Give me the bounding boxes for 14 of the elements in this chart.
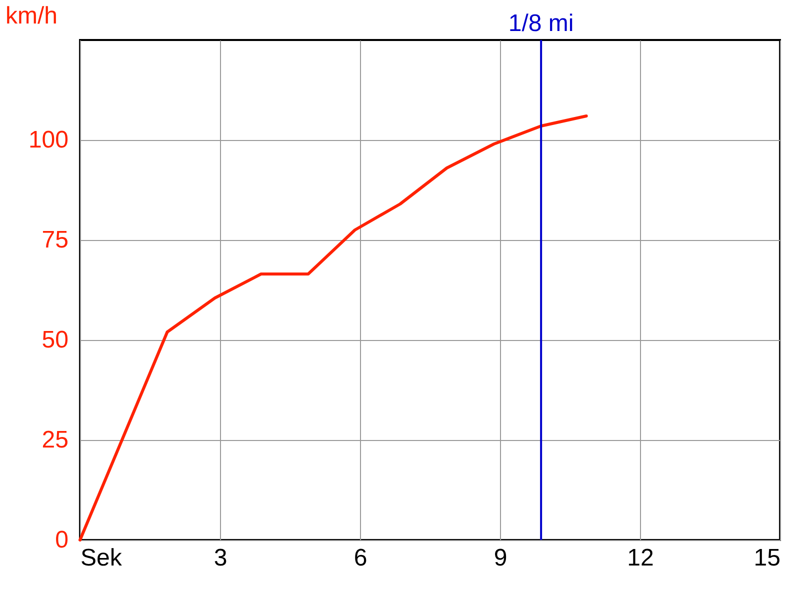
y-tick-label: 50 <box>42 326 68 354</box>
y-tick-label: 100 <box>28 126 68 154</box>
x-tick-label: 15 <box>754 544 780 572</box>
x-tick-label: 3 <box>214 544 228 572</box>
x-tick-label: Sek <box>80 544 123 572</box>
y-axis-title: km/h <box>6 2 58 30</box>
y-tick-label: 75 <box>42 226 68 254</box>
ref-line-label: 1/8 mi <box>508 10 574 37</box>
x-tick-label: 6 <box>354 544 368 572</box>
x-tick-label: 12 <box>627 544 654 572</box>
y-tick-label: 25 <box>42 426 68 454</box>
x-tick-label: 9 <box>494 544 508 572</box>
y-tick-label: 0 <box>55 526 68 554</box>
line-series <box>78 114 588 542</box>
